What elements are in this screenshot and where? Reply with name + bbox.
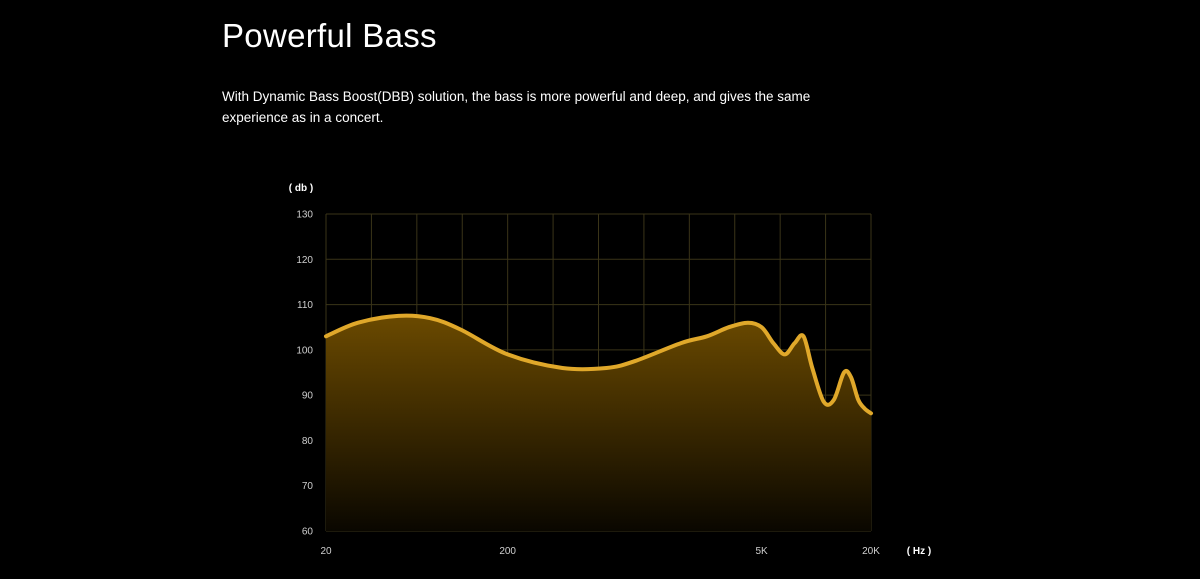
x-tick-label: 20 bbox=[320, 546, 332, 557]
response-curve bbox=[324, 313, 873, 416]
y-tick-label: 70 bbox=[302, 481, 314, 492]
y-tick-label: 100 bbox=[296, 345, 313, 356]
y-tick-label: 90 bbox=[302, 391, 314, 402]
response-area-fill bbox=[326, 315, 871, 531]
y-tick-label: 60 bbox=[302, 527, 314, 538]
y-axis-unit-label: ( db ) bbox=[289, 183, 313, 194]
y-axis-ticks: 60 70 80 90 100 110 120 130 bbox=[296, 210, 313, 538]
y-tick-label: 130 bbox=[296, 210, 313, 221]
x-tick-label: 20K bbox=[862, 546, 880, 557]
x-axis-unit-label: ( Hz ) bbox=[907, 546, 931, 557]
x-tick-label: 5K bbox=[756, 546, 769, 557]
y-tick-label: 80 bbox=[302, 436, 314, 447]
y-tick-label: 110 bbox=[297, 300, 313, 311]
y-tick-label: 120 bbox=[296, 255, 313, 266]
page-title: Powerful Bass bbox=[222, 17, 437, 54]
page-description: With Dynamic Bass Boost(DBB) solution, t… bbox=[222, 89, 811, 125]
x-axis-ticks: 20 200 5K 20K bbox=[320, 546, 880, 557]
x-tick-label: 200 bbox=[499, 546, 516, 557]
